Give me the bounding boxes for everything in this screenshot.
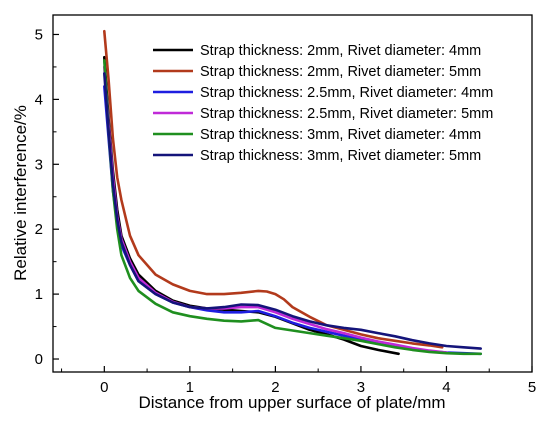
series-line-6 (103, 72, 483, 350)
y-tick-label: 0 (35, 351, 43, 368)
y-tick-label: 4 (35, 91, 43, 108)
x-tick-label: 1 (186, 379, 194, 396)
y-axis-label: Relative interference/% (11, 105, 30, 281)
x-axis-label: Distance from upper surface of plate/mm (138, 393, 445, 412)
legend-label-6: Strap thickness: 3mm, Rivet diameter: 5m… (200, 148, 481, 164)
series-line-2 (103, 29, 444, 349)
axis-ticks: 0 1 2 3 4 5 0 1 2 3 4 5 (35, 26, 537, 396)
x-tick-label: 4 (442, 379, 450, 396)
y-tick-label: 3 (35, 156, 43, 173)
legend-label-3: Strap thickness: 2.5mm, Rivet diameter: … (200, 85, 493, 101)
legend-label-4: Strap thickness: 2.5mm, Rivet diameter: … (200, 106, 493, 122)
y-tick-label: 2 (35, 221, 43, 238)
x-tick-label: 5 (528, 379, 536, 396)
series-line-5 (103, 59, 483, 356)
y-tick-label: 5 (35, 26, 43, 43)
legend-label-2: Strap thickness: 2mm, Rivet diameter: 5m… (200, 64, 481, 80)
series-lines (103, 29, 483, 356)
x-tick-label: 3 (357, 379, 365, 396)
legend-label-1: Strap thickness: 2mm, Rivet diameter: 4m… (200, 43, 481, 59)
series-line-1 (103, 55, 400, 356)
x-tick-label: 0 (100, 379, 108, 396)
legend-label-5: Strap thickness: 3mm, Rivet diameter: 4m… (200, 127, 481, 143)
plot-frame (52, 14, 533, 373)
y-tick-label: 1 (35, 286, 43, 303)
x-tick-label: 2 (271, 379, 279, 396)
legend: Strap thickness: 2mm, Rivet diameter: 4m… (153, 43, 493, 164)
